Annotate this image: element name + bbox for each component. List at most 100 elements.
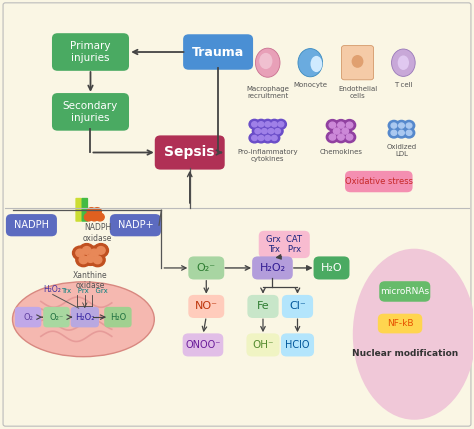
Text: Endothelial
cells: Endothelial cells bbox=[338, 86, 377, 99]
Circle shape bbox=[83, 252, 98, 266]
FancyBboxPatch shape bbox=[52, 33, 129, 71]
Circle shape bbox=[342, 128, 348, 134]
Circle shape bbox=[87, 246, 102, 260]
Text: NADP+: NADP+ bbox=[118, 220, 153, 230]
Text: NADPH: NADPH bbox=[14, 220, 49, 230]
Circle shape bbox=[258, 122, 264, 127]
Circle shape bbox=[337, 122, 344, 128]
Circle shape bbox=[255, 119, 266, 129]
FancyBboxPatch shape bbox=[379, 281, 430, 302]
Circle shape bbox=[96, 213, 104, 221]
Circle shape bbox=[399, 130, 404, 136]
Circle shape bbox=[90, 213, 99, 221]
Circle shape bbox=[329, 134, 336, 140]
Ellipse shape bbox=[298, 48, 322, 77]
Circle shape bbox=[403, 121, 415, 131]
Ellipse shape bbox=[392, 49, 415, 76]
Text: Nuclear modification: Nuclear modification bbox=[352, 349, 458, 358]
Text: NADPH
oxidase: NADPH oxidase bbox=[83, 224, 112, 243]
Circle shape bbox=[249, 133, 260, 143]
Circle shape bbox=[82, 247, 91, 254]
Circle shape bbox=[265, 136, 271, 141]
Circle shape bbox=[262, 129, 267, 134]
FancyBboxPatch shape bbox=[252, 257, 293, 280]
Ellipse shape bbox=[352, 55, 364, 68]
Circle shape bbox=[275, 119, 286, 129]
Circle shape bbox=[84, 213, 93, 221]
Ellipse shape bbox=[255, 48, 280, 77]
Circle shape bbox=[262, 133, 273, 143]
FancyBboxPatch shape bbox=[75, 198, 82, 222]
Circle shape bbox=[86, 255, 95, 263]
Text: Sepsis: Sepsis bbox=[164, 145, 215, 160]
Circle shape bbox=[79, 244, 94, 257]
Circle shape bbox=[339, 126, 351, 137]
Text: Trauma: Trauma bbox=[192, 45, 244, 58]
Circle shape bbox=[93, 208, 101, 215]
Circle shape bbox=[269, 119, 280, 129]
Circle shape bbox=[343, 132, 356, 143]
Text: HClO: HClO bbox=[285, 340, 310, 350]
Circle shape bbox=[269, 133, 280, 143]
Circle shape bbox=[335, 120, 347, 131]
Circle shape bbox=[272, 136, 277, 141]
Text: NF-kB: NF-kB bbox=[387, 319, 413, 328]
Circle shape bbox=[326, 120, 338, 131]
FancyBboxPatch shape bbox=[281, 333, 314, 356]
Circle shape bbox=[396, 128, 407, 138]
Circle shape bbox=[396, 121, 407, 131]
Circle shape bbox=[391, 123, 397, 128]
Text: Secondary
injuries: Secondary injuries bbox=[63, 101, 118, 123]
Text: O₂⁻: O₂⁻ bbox=[197, 263, 216, 273]
Text: O₂: O₂ bbox=[23, 313, 33, 322]
Text: H₂O₂: H₂O₂ bbox=[75, 313, 95, 322]
Circle shape bbox=[403, 128, 415, 138]
Text: T cell: T cell bbox=[394, 82, 413, 88]
Circle shape bbox=[265, 122, 271, 127]
FancyBboxPatch shape bbox=[188, 257, 224, 280]
Circle shape bbox=[265, 126, 276, 136]
Text: Grx  CAT
Trx   Prx: Grx CAT Trx Prx bbox=[266, 235, 302, 254]
Circle shape bbox=[252, 122, 257, 127]
FancyBboxPatch shape bbox=[247, 295, 279, 318]
Circle shape bbox=[93, 244, 109, 257]
Circle shape bbox=[275, 129, 281, 134]
Text: Fe: Fe bbox=[257, 302, 269, 311]
Circle shape bbox=[97, 247, 105, 254]
Circle shape bbox=[326, 132, 338, 143]
Circle shape bbox=[391, 130, 397, 136]
Circle shape bbox=[255, 133, 266, 143]
Circle shape bbox=[90, 249, 99, 257]
FancyBboxPatch shape bbox=[188, 295, 224, 318]
Circle shape bbox=[335, 132, 347, 143]
Circle shape bbox=[346, 134, 353, 140]
Circle shape bbox=[90, 253, 105, 267]
Text: Chemokines: Chemokines bbox=[319, 149, 363, 155]
FancyBboxPatch shape bbox=[378, 314, 422, 333]
Text: Trx   Prx   Grx: Trx Prx Grx bbox=[62, 287, 108, 293]
FancyBboxPatch shape bbox=[259, 231, 310, 258]
Circle shape bbox=[346, 122, 353, 128]
Circle shape bbox=[278, 122, 284, 127]
Ellipse shape bbox=[353, 249, 474, 420]
Circle shape bbox=[399, 123, 404, 128]
Circle shape bbox=[330, 126, 343, 137]
FancyBboxPatch shape bbox=[246, 333, 280, 356]
Circle shape bbox=[333, 128, 340, 134]
Text: Primary
injuries: Primary injuries bbox=[70, 41, 111, 63]
FancyBboxPatch shape bbox=[341, 45, 374, 80]
Text: H₂O: H₂O bbox=[321, 263, 342, 273]
Circle shape bbox=[259, 126, 270, 136]
Circle shape bbox=[262, 119, 273, 129]
Circle shape bbox=[252, 136, 257, 141]
FancyBboxPatch shape bbox=[43, 307, 70, 327]
Text: O₂⁻: O₂⁻ bbox=[49, 313, 64, 322]
Ellipse shape bbox=[259, 53, 273, 69]
Circle shape bbox=[343, 120, 356, 131]
Ellipse shape bbox=[310, 56, 322, 72]
Circle shape bbox=[73, 246, 88, 260]
Circle shape bbox=[268, 129, 274, 134]
FancyBboxPatch shape bbox=[6, 214, 57, 236]
Ellipse shape bbox=[12, 282, 155, 356]
FancyBboxPatch shape bbox=[314, 257, 349, 280]
